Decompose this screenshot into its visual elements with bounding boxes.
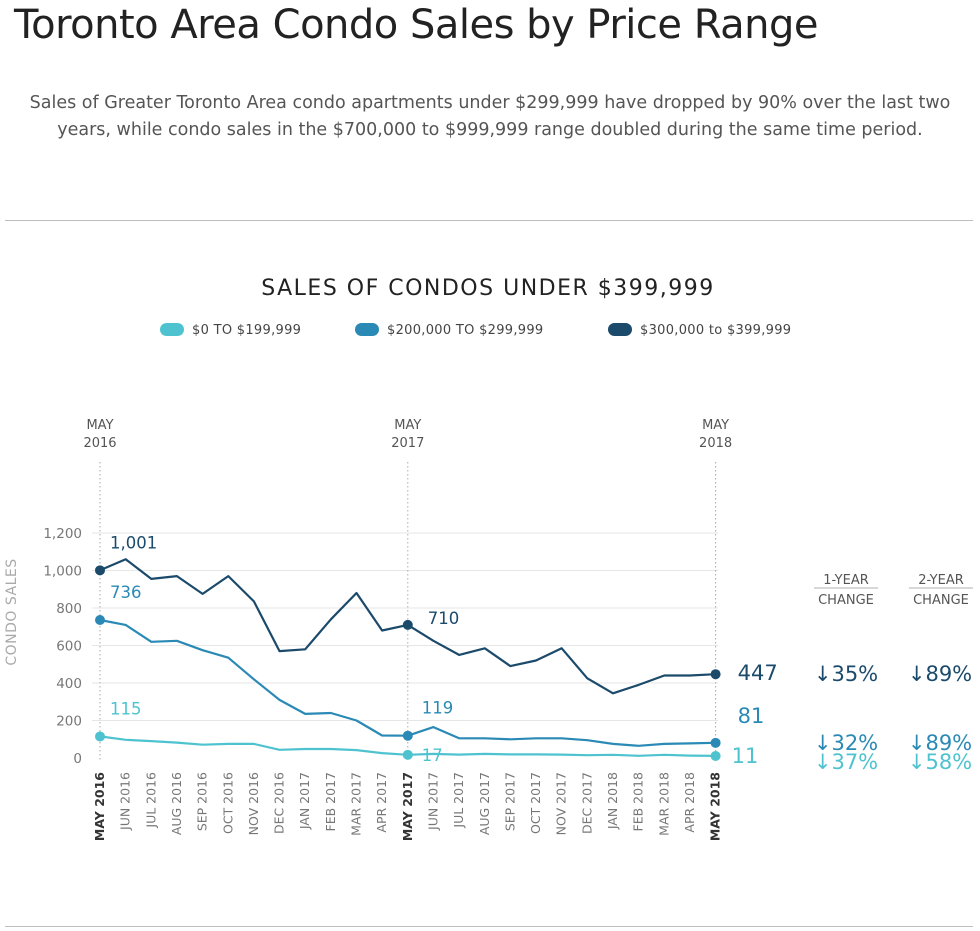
year-marker-month: MAY [86,418,113,433]
x-tick-label: MAY 2016 [92,772,107,841]
data-point [95,615,105,625]
data-point [95,565,105,576]
x-axis: MAY 2016 JUN 2016 JUL 2016 AUG 2016 SEP 2016… [92,772,723,841]
data-label: 115 [110,699,142,718]
x-tick-label: APR 2018 [682,772,697,833]
one-year-change: ↓32% [814,731,878,755]
change-header: 2-YEAR [918,573,964,588]
year-marker-year: 2018 [699,436,732,451]
x-tick-label: JUL 2017 [451,772,466,829]
x-tick-label: JAN 2017 [297,772,312,830]
legend-label: $300,000 to $399,999 [640,323,791,338]
page-title: Toronto Area Condo Sales by Price Range [14,2,819,48]
x-tick-label: MAR 2018 [656,772,671,836]
x-tick-label: MAY 2018 [708,772,723,841]
two-year-change: ↓89% [908,731,972,755]
chart-series: 115 17 11 736 119 81 1,001 710 447 [95,533,778,768]
x-tick-label: JUN 2016 [118,772,133,831]
data-point [710,737,721,748]
x-tick-label: OCT 2017 [528,772,543,834]
y-tick-label: 800 [56,601,82,617]
data-point [95,731,105,742]
data-point [710,750,721,761]
top-divider [5,220,973,221]
x-tick-label: OCT 2016 [220,772,235,834]
x-tick-label: MAR 2017 [349,772,364,836]
two-year-change: ↓58% [908,750,972,774]
one-year-change: ↓35% [814,662,878,686]
chart-title: SALES OF CONDOS UNDER $399,999 [261,276,715,301]
change-header: 1-YEAR [823,573,869,588]
x-tick-label: AUG 2017 [477,772,492,835]
year-marker-month: MAY [394,418,421,433]
y-tick-label: 600 [56,639,82,655]
x-tick-label: FEB 2017 [323,772,338,831]
x-tick-label: AUG 2016 [169,772,184,835]
data-label: 11 [732,744,759,768]
data-label: 710 [428,609,460,628]
data-point [402,749,413,760]
data-label: 119 [422,699,454,718]
x-tick-label: NOV 2017 [554,772,569,835]
data-point [710,669,721,680]
legend-swatch [608,323,632,336]
x-tick-label: NOV 2016 [246,772,261,835]
page-subtitle: Sales of Greater Toronto Area condo apar… [29,93,951,140]
x-tick-label: SEP 2017 [502,772,517,831]
data-label: 1,001 [110,533,157,552]
legend-swatch [355,323,379,336]
bottom-divider [5,926,973,927]
x-tick-label: SEP 2016 [195,772,210,831]
x-tick-label: JUL 2016 [143,772,158,829]
legend-label: $200,000 TO $299,999 [387,323,544,338]
data-point [402,730,413,741]
legend-swatch [160,323,184,336]
x-tick-label: DEC 2017 [579,772,594,834]
chart-legend: $0 TO $199,999 $200,000 TO $299,999 $300,0… [160,323,791,338]
y-tick-label: 0 [73,751,82,767]
change-header: CHANGE [913,593,969,608]
year-marker-month: MAY [702,418,729,433]
y-tick-label: 1,000 [43,564,82,580]
two-year-change: ↓89% [908,662,972,686]
y-axis: 0 200 400 600 800 1,000 1,200 CONDO SALES [4,526,82,767]
change-table: 1-YEAR CHANGE 2-YEAR CHANGE ↓37% ↓58% ↓32% ↓89%… [814,573,973,774]
y-axis-label: CONDO SALES [4,558,20,665]
x-tick-label: JUN 2017 [425,772,440,831]
y-tick-label: 1,200 [43,526,82,542]
chart-grid: MAY 2016 MAY 2017 MAY 2018 [83,418,732,762]
year-marker-year: 2016 [83,436,116,451]
y-tick-label: 400 [56,676,82,692]
data-label: 17 [422,746,443,765]
x-tick-label: MAY 2017 [400,772,415,841]
data-label: 447 [738,661,778,685]
data-label: 736 [110,583,142,602]
x-tick-label: FEB 2018 [631,772,646,831]
data-label: 81 [738,704,765,728]
y-tick-label: 200 [56,714,82,730]
data-point [402,619,413,630]
legend-label: $0 TO $199,999 [192,323,301,338]
change-header: CHANGE [818,593,874,608]
x-tick-label: JAN 2018 [605,772,620,830]
year-marker-year: 2017 [391,436,424,451]
one-year-change: ↓37% [814,750,878,774]
x-tick-label: APR 2017 [374,772,389,833]
x-tick-label: DEC 2016 [272,772,287,834]
